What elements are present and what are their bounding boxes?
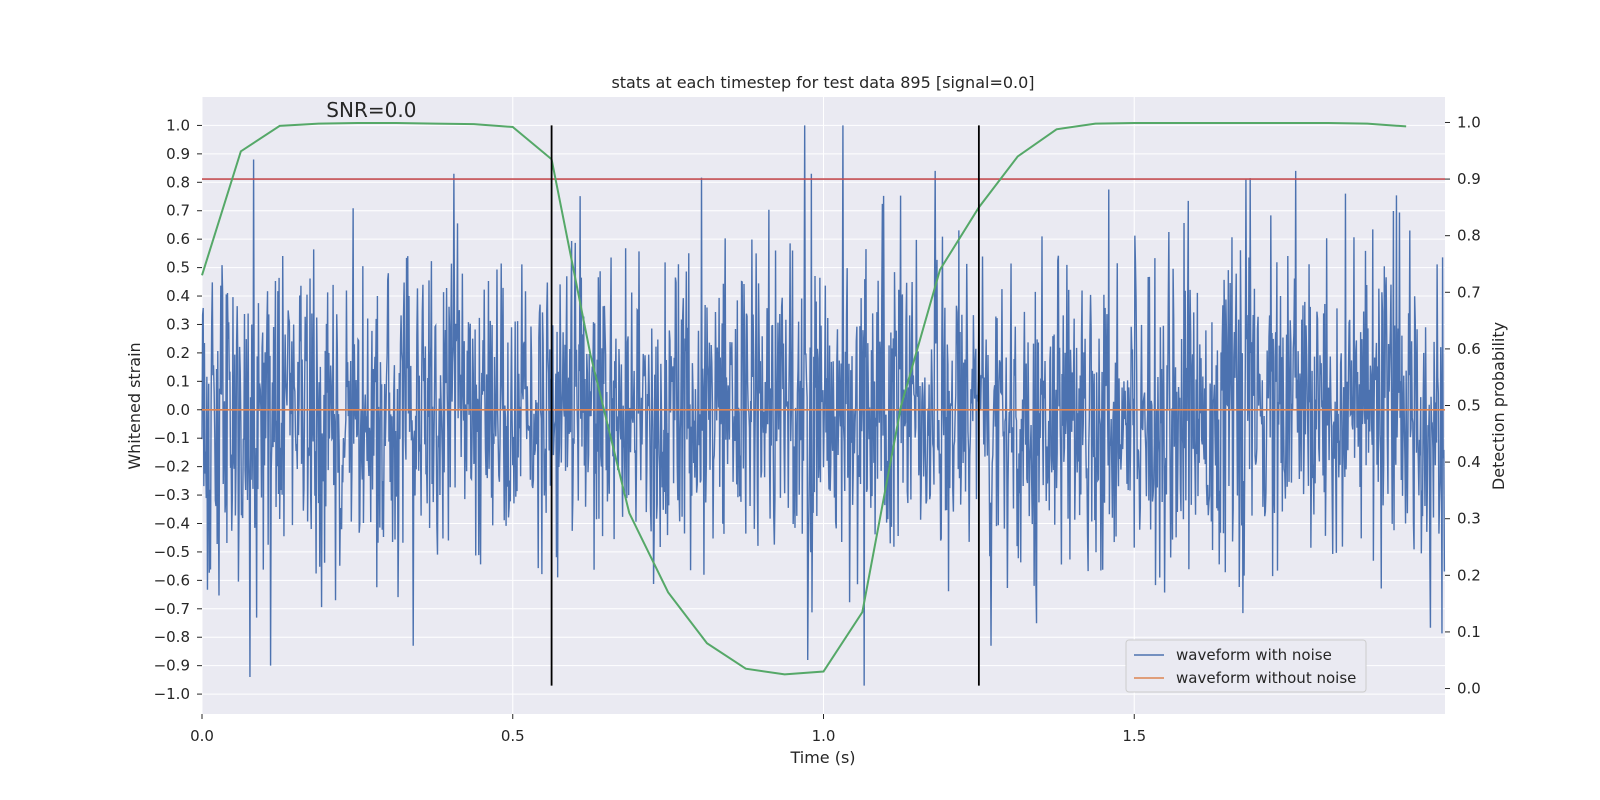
y-tick-label: −0.4 — [154, 514, 190, 532]
y-tick-label: 0.7 — [166, 202, 190, 220]
y-tick-label: −1.0 — [154, 685, 190, 703]
y-tick-label: −0.9 — [154, 657, 190, 675]
y2-tick-label: 0.1 — [1457, 623, 1481, 641]
y2-tick-label: 0.6 — [1457, 340, 1481, 358]
y2-tick-label: 0.0 — [1457, 680, 1481, 698]
y-tick-label: −0.3 — [154, 486, 190, 504]
y-tick-label: −0.1 — [154, 429, 190, 447]
y-tick-label: −0.2 — [154, 458, 190, 476]
y2-axis-title: Detection probability — [1489, 322, 1508, 490]
noise-layer — [201, 125, 1446, 686]
y-tick-label: −0.6 — [154, 571, 190, 589]
y2-tick-label: 0.3 — [1457, 510, 1481, 528]
y-tick-label: −0.8 — [154, 628, 190, 646]
series-waveform-with-noise — [201, 125, 1446, 686]
y-axis-title: Whitened strain — [125, 342, 144, 469]
y2-tick-label: 0.4 — [1457, 453, 1481, 471]
series-detection-probability — [201, 122, 1407, 676]
y-tick-label: 0.1 — [166, 372, 190, 390]
x-axis-title: Time (s) — [789, 748, 855, 767]
y2-tick-label: 0.5 — [1457, 397, 1481, 415]
legend-box — [1125, 639, 1367, 693]
legend-label-noise: waveform with noise — [1176, 646, 1332, 664]
y-tick-label: 0.0 — [166, 401, 190, 419]
lines — [201, 122, 1445, 686]
x-tick-label: 0.5 — [501, 727, 525, 745]
x-ticks: 0.0 0.5 1.0 1.5 — [190, 714, 1146, 745]
x-tick-label: 0.0 — [190, 727, 214, 745]
y-tick-label: 0.6 — [166, 230, 190, 248]
legend-label-clean: waveform without noise — [1176, 669, 1356, 687]
y-tick-label: −0.7 — [154, 600, 190, 618]
y2-tick-label: 1.0 — [1457, 113, 1481, 131]
x-tick-label: 1.5 — [1122, 727, 1146, 745]
right-y-ticks: 0.0 0.1 0.2 0.3 0.4 0.5 0.6 0.7 0.8 0.9 1.0 — [1445, 113, 1481, 698]
y-tick-label: 0.3 — [166, 315, 190, 333]
y2-tick-label: 0.7 — [1457, 283, 1481, 301]
y-tick-label: 0.9 — [166, 145, 190, 163]
y-tick-label: 0.5 — [166, 259, 190, 277]
y-tick-label: 0.4 — [166, 287, 190, 305]
y-tick-label: 0.2 — [166, 344, 190, 362]
x-tick-label: 1.0 — [812, 727, 836, 745]
y2-tick-label: 0.9 — [1457, 170, 1481, 188]
y-tick-label: −0.5 — [154, 543, 190, 561]
left-y-ticks: −1.0 −0.9 −0.8 −0.7 −0.6 −0.5 −0.4 −0.3 −0.2 −0.1… — [154, 116, 202, 703]
y-tick-label: 1.0 — [166, 116, 190, 134]
y2-tick-label: 0.2 — [1457, 566, 1481, 584]
snr-annotation: SNR=0.0 — [326, 98, 416, 122]
y-tick-label: 0.8 — [166, 173, 190, 191]
chart-title: stats at each timestep for test data 895… — [611, 73, 1034, 92]
legend: waveform with noise waveform without noi… — [1125, 639, 1367, 693]
y2-tick-label: 0.8 — [1457, 227, 1481, 245]
